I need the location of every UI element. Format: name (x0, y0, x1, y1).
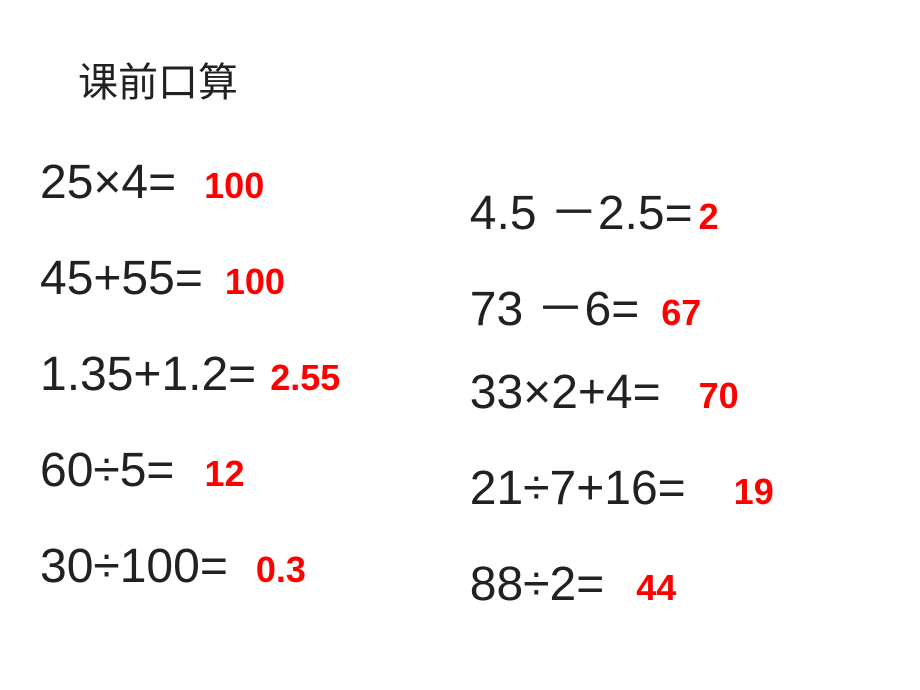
answer-text: 0.3 (256, 549, 306, 591)
problem-row: 21÷7+16= 19 (470, 461, 890, 557)
answer-text: 19 (734, 471, 774, 513)
right-column: 4.5 －2.5= 2 73 －6= 67 33×2+4= 70 21÷7+16… (470, 155, 890, 653)
problem-text: 60÷5= (40, 443, 174, 498)
answer-text: 100 (204, 165, 264, 207)
problem-text: 21÷7+16= (470, 461, 686, 516)
answer-text: 2 (699, 196, 719, 238)
page-title: 课前口算 (78, 50, 238, 108)
problem-row: 33×2+4= 70 (470, 365, 890, 461)
problem-text: 33×2+4= (470, 365, 661, 420)
answer-text: 70 (699, 375, 739, 417)
problem-row: 4.5 －2.5= 2 (470, 173, 890, 269)
problem-row: 60÷5= 12 (40, 443, 470, 539)
problem-row: 30÷100= 0.3 (40, 539, 470, 635)
answer-text: 2.55 (270, 357, 340, 399)
answer-text: 12 (204, 453, 244, 495)
problem-row: 1.35+1.2= 2.55 (40, 347, 470, 443)
problem-text: 73 －6= (470, 269, 639, 339)
left-column: 25×4= 100 45+55= 100 1.35+1.2= 2.55 60÷5… (40, 155, 470, 653)
answer-text: 67 (661, 292, 701, 334)
problem-text: 4.5 －2.5= (470, 173, 693, 243)
problem-text: 30÷100= (40, 539, 228, 594)
problem-row: 25×4= 100 (40, 155, 470, 251)
answer-text: 100 (225, 261, 285, 303)
problem-text: 25×4= (40, 155, 176, 210)
problem-text: 88÷2= (470, 557, 604, 612)
problem-text: 45+55= (40, 251, 203, 306)
problem-row: 45+55= 100 (40, 251, 470, 347)
answer-text: 44 (636, 567, 676, 609)
content-area: 25×4= 100 45+55= 100 1.35+1.2= 2.55 60÷5… (40, 155, 890, 653)
problem-row: 88÷2= 44 (470, 557, 890, 653)
problem-text: 1.35+1.2= (40, 347, 256, 402)
problem-row: 73 －6= 67 (470, 269, 890, 365)
